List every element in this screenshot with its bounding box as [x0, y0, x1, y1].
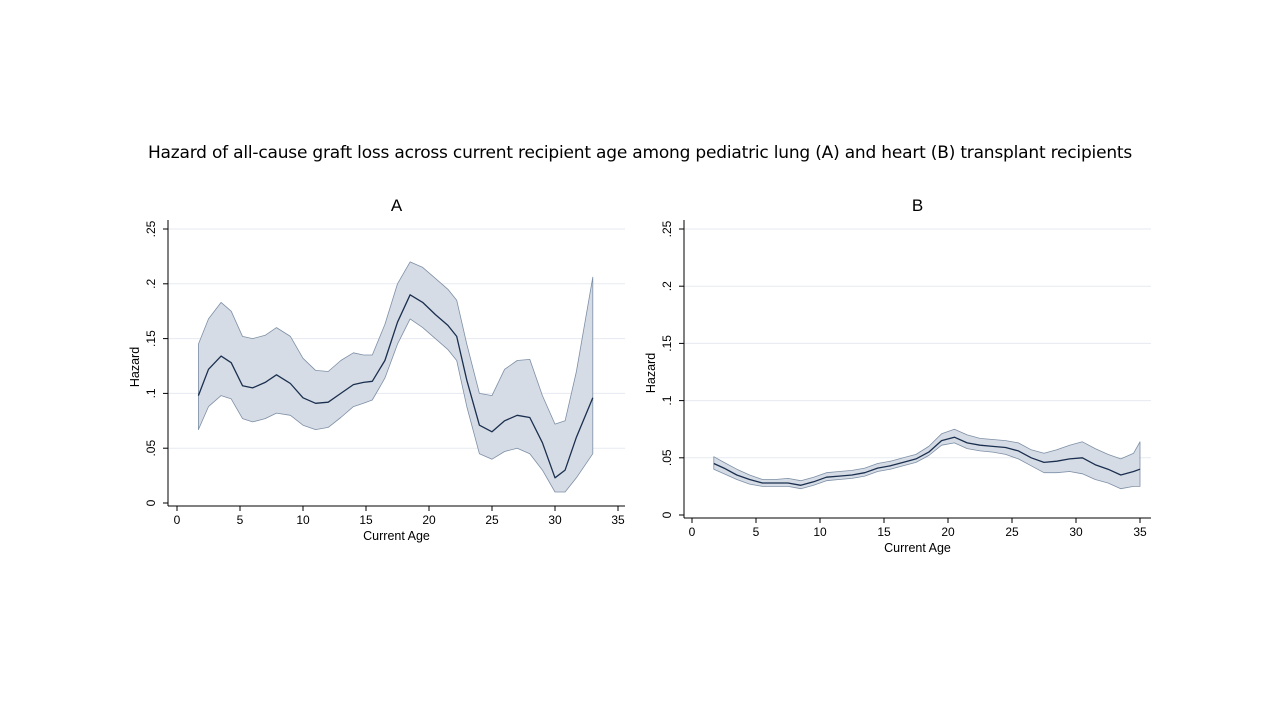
hazard-chart-b: 0 .05 .1 .15 .2 .25 0 5 10 15 20 25 30 35 Current Age H…	[644, 196, 1151, 555]
x-tick-label-0: 0	[174, 513, 181, 527]
x-tick-label-6: 30	[1069, 525, 1083, 539]
panel-title: B	[912, 196, 923, 215]
y-tick-label-4: .2	[660, 281, 674, 291]
x-tick-label-7: 35	[611, 513, 625, 527]
x-axis-title: Current Age	[363, 529, 430, 543]
x-tick-label-2: 10	[296, 513, 310, 527]
y-tick-label-4: .2	[144, 278, 158, 288]
y-tick-label-0: 0	[660, 511, 674, 518]
x-tick-label-2: 10	[813, 525, 827, 539]
x-tick-label-1: 5	[753, 525, 760, 539]
panel-title: A	[391, 196, 403, 215]
y-axis-title: Hazard	[128, 347, 142, 387]
hazard-line	[197, 294, 594, 479]
hazard-line	[713, 436, 1141, 486]
hazard-chart-a: 0 .05 .1 .15 .2 .25 0 5 10 15 20 25 30 35 Current Age H…	[128, 196, 625, 543]
x-tick-label-3: 15	[359, 513, 373, 527]
y-tick-label-0: 0	[144, 499, 158, 506]
confidence-band	[198, 261, 594, 493]
x-tick-label-0: 0	[689, 525, 696, 539]
y-tick-label-2: .1	[660, 395, 674, 405]
x-tick-label-5: 25	[485, 513, 499, 527]
x-tick-label-4: 20	[941, 525, 955, 539]
confidence-band	[713, 428, 1141, 490]
x-tick-label-3: 15	[877, 525, 891, 539]
y-tick-label-5: .25	[144, 220, 158, 237]
x-tick-label-7: 35	[1133, 525, 1147, 539]
figure-title: Hazard of all-cause graft loss across cu…	[147, 143, 1133, 163]
x-axis-title: Current Age	[884, 541, 951, 555]
y-tick-label-3: .15	[144, 330, 158, 347]
x-tick-label-6: 30	[548, 513, 562, 527]
x-tick-label-5: 25	[1005, 525, 1019, 539]
y-tick-label-2: .1	[144, 388, 158, 398]
y-axis-title: Hazard	[644, 353, 658, 393]
x-tick-label-4: 20	[422, 513, 436, 527]
y-tick-label-1: .05	[660, 449, 674, 466]
y-tick-label-3: .15	[660, 335, 674, 352]
x-tick-label-1: 5	[237, 513, 244, 527]
y-tick-label-5: .25	[660, 220, 674, 237]
y-tick-label-1: .05	[144, 440, 158, 457]
